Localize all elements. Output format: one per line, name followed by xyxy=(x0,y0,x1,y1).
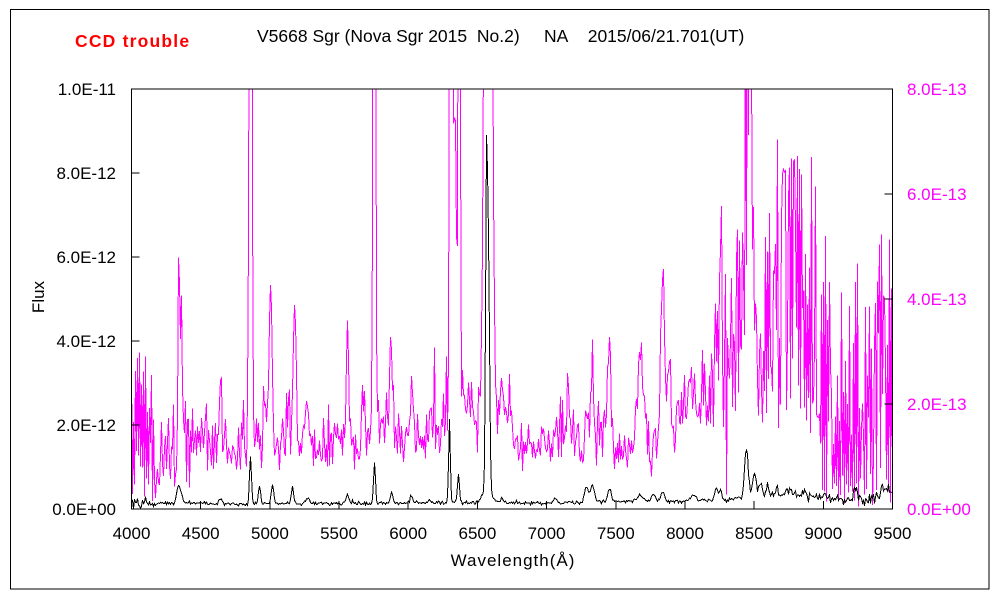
svg-text:4500: 4500 xyxy=(182,524,220,543)
svg-text:4.0E-12: 4.0E-12 xyxy=(56,332,116,351)
svg-text:4000: 4000 xyxy=(113,524,151,543)
svg-text:8000: 8000 xyxy=(666,524,704,543)
svg-text:8.0E-13: 8.0E-13 xyxy=(907,80,967,99)
svg-text:CCD trouble: CCD trouble xyxy=(75,31,190,51)
svg-text:6500: 6500 xyxy=(458,524,496,543)
svg-text:5500: 5500 xyxy=(320,524,358,543)
svg-text:9500: 9500 xyxy=(874,524,912,543)
svg-text:V5668 Sgr (Nova Sgr 2015 No.2: V5668 Sgr (Nova Sgr 2015 No.2) NA 2015/0… xyxy=(257,26,744,46)
svg-text:0.0E+00: 0.0E+00 xyxy=(52,500,116,519)
svg-text:6000: 6000 xyxy=(389,524,427,543)
svg-text:7500: 7500 xyxy=(597,524,635,543)
svg-text:5000: 5000 xyxy=(251,524,289,543)
svg-text:0.0E+00: 0.0E+00 xyxy=(907,500,971,519)
svg-text:7000: 7000 xyxy=(528,524,566,543)
svg-text:6.0E-13: 6.0E-13 xyxy=(907,185,967,204)
svg-text:6.0E-12: 6.0E-12 xyxy=(56,248,116,267)
svg-text:4.0E-13: 4.0E-13 xyxy=(907,290,967,309)
svg-text:1.0E-11: 1.0E-11 xyxy=(58,80,116,99)
svg-text:2.0E-12: 2.0E-12 xyxy=(56,416,116,435)
svg-text:8.0E-12: 8.0E-12 xyxy=(56,164,116,183)
svg-text:8500: 8500 xyxy=(735,524,773,543)
svg-text:Flux: Flux xyxy=(29,280,48,313)
svg-text:9000: 9000 xyxy=(804,524,842,543)
svg-text:Wavelength(Å): Wavelength(Å) xyxy=(451,551,576,570)
svg-text:2.0E-13: 2.0E-13 xyxy=(907,395,967,414)
